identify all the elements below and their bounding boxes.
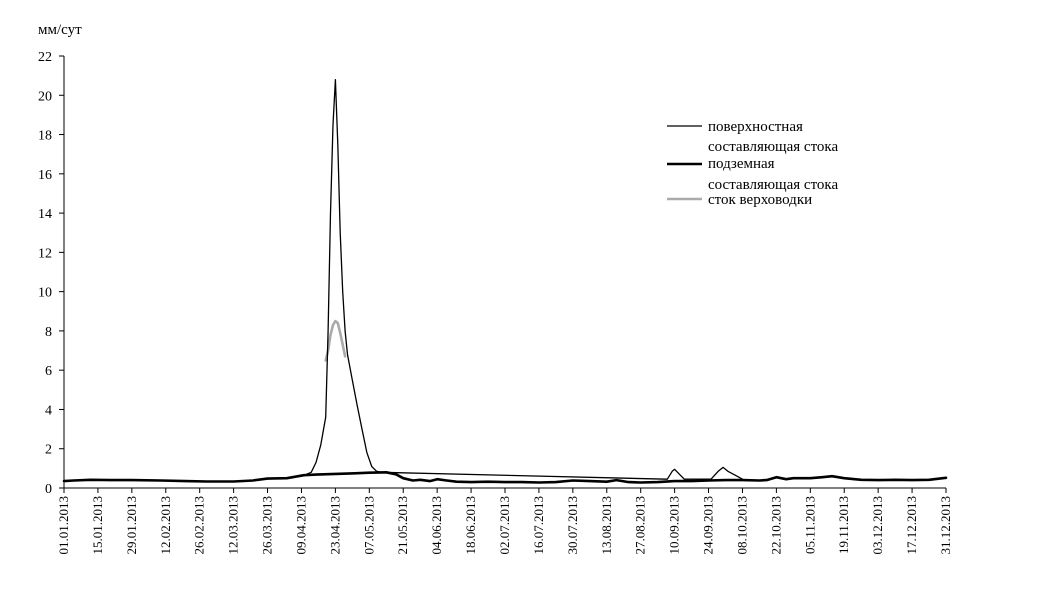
y-tick-label: 6 xyxy=(45,364,52,379)
y-tick-label: 14 xyxy=(38,207,52,222)
axes xyxy=(63,56,946,489)
legend: поверхностная составляющая стока подземн… xyxy=(667,119,838,208)
legend-label-surface-1: поверхностная xyxy=(708,119,803,135)
x-tick-label: 01.01.2013 xyxy=(56,496,71,555)
y-tick-label: 2 xyxy=(45,443,52,458)
y-tick-label: 18 xyxy=(38,129,52,144)
x-tick-label: 08.10.2013 xyxy=(734,496,749,555)
x-tick-label: 12.02.2013 xyxy=(158,496,173,555)
y-tick-label: 8 xyxy=(45,325,52,340)
x-tick-label: 21.05.2013 xyxy=(395,496,410,555)
legend-label-perched-1: составляющая стока xyxy=(708,177,838,193)
y-tick-label: 0 xyxy=(45,482,52,497)
x-tick-label: 15.01.2013 xyxy=(90,496,105,555)
x-tick-label: 30.07.2013 xyxy=(565,496,580,555)
y-tick-label: 16 xyxy=(38,168,52,183)
y-tick-label: 10 xyxy=(38,286,52,301)
y-tick-label: 12 xyxy=(38,246,52,261)
y-unit-label: мм/сут xyxy=(38,22,82,38)
x-tick-label: 12.03.2013 xyxy=(226,496,241,555)
x-tick-label: 23.04.2013 xyxy=(327,496,342,555)
legend-label-underground-2: подземная xyxy=(708,156,775,172)
x-tick-label: 10.09.2013 xyxy=(667,496,682,555)
x-tick-label: 05.11.2013 xyxy=(802,496,817,554)
x-tick-label: 09.04.2013 xyxy=(293,496,308,555)
x-tick-label: 13.08.2013 xyxy=(599,496,614,555)
x-tick-label: 04.06.2013 xyxy=(429,496,444,555)
series-line-thick xyxy=(62,471,948,484)
x-tick-label: 18.06.2013 xyxy=(463,496,478,555)
x-tick-label: 19.11.2013 xyxy=(836,496,851,554)
legend-label-perched-2: сток верховодки xyxy=(708,192,812,208)
x-ticks: 01.01.2013 15.01.2013 29.01.2013 12.02.2013… xyxy=(56,488,953,555)
x-tick-label: 16.07.2013 xyxy=(531,496,546,555)
y-tick-label: 4 xyxy=(45,403,52,418)
x-tick-label: 26.02.2013 xyxy=(192,496,207,555)
x-tick-label: 26.03.2013 xyxy=(260,496,275,555)
x-tick-label: 27.08.2013 xyxy=(633,496,648,555)
x-tick-label: 29.01.2013 xyxy=(124,496,139,555)
legend-label-underground-1: составляющая стока xyxy=(708,139,838,155)
x-tick-label: 02.07.2013 xyxy=(497,496,512,555)
y-tick-label: 22 xyxy=(38,50,52,65)
x-tick-label: 31.12.2013 xyxy=(938,496,953,555)
x-tick-label: 03.12.2013 xyxy=(870,496,885,555)
series-layer xyxy=(62,78,948,484)
x-tick-label: 22.10.2013 xyxy=(768,496,783,555)
series-line-gray xyxy=(324,319,347,362)
y-tick-label: 20 xyxy=(38,89,52,104)
x-tick-label: 07.05.2013 xyxy=(361,496,376,555)
x-tick-label: 24.09.2013 xyxy=(701,496,716,555)
x-tick-label: 17.12.2013 xyxy=(904,496,919,555)
y-ticks: 0 2 4 6 8 10 12 14 16 18 20 22 xyxy=(38,50,64,497)
series-line-thin xyxy=(305,78,744,480)
